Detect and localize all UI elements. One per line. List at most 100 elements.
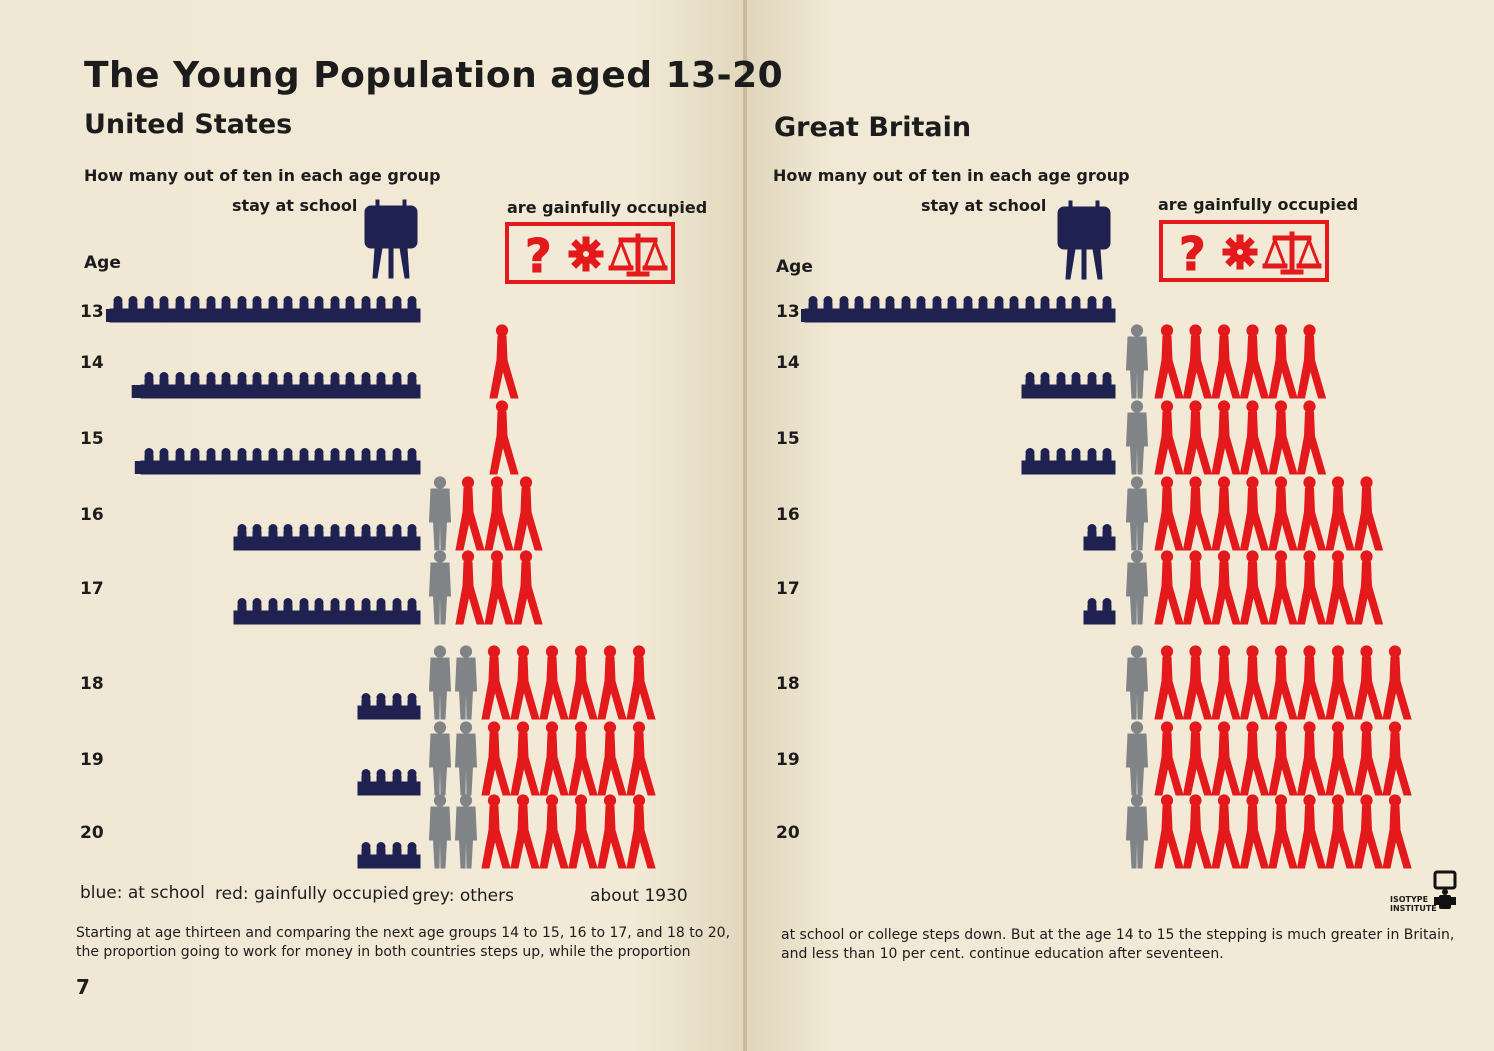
gb-occupied-mark [1154,476,1184,551]
gb-occupied-mark [1183,324,1212,399]
gb-occupied-mark [1297,645,1326,720]
us-school-header: stay at school [232,196,358,215]
us-school-mark [357,448,390,475]
gb-school-mark [1083,598,1116,625]
gb-school-mark [1052,372,1085,399]
gb-age-label: 16 [776,505,800,525]
us-occupied-mark [626,794,656,869]
us-school-mark [233,372,266,399]
us-school-mark [357,598,390,625]
gb-occupied-mark [1325,645,1355,720]
us-school-mark [388,842,421,869]
us-school-mark [134,461,141,474]
us-occupied-mark [539,721,569,796]
gb-occupied-mark [1382,794,1412,869]
gb-occupied-mark [1183,721,1212,796]
gb-occupied-mark [1154,550,1184,625]
us-others-mark [455,645,477,720]
gb-occupied-mark [1268,324,1298,399]
gb-occupied-mark [1240,400,1269,475]
us-occupied-mark [481,794,511,869]
us-occupied-mark [626,721,656,796]
us-occupied-mark [568,721,598,796]
us-school-mark [202,372,235,399]
gb-school-header: stay at school [921,196,1047,215]
gb-occupied-mark [1297,794,1326,869]
us-school-mark [388,524,421,551]
us-occupied-mark [539,645,569,720]
us-occupied-mark [597,721,627,796]
us-age-label: 13 [80,302,104,322]
gb-occupied-mark [1354,721,1383,796]
us-school-mark [388,372,421,399]
gb-others-mark [1126,550,1148,625]
gb-age-label: 15 [776,429,800,449]
gb-occupied-header: are gainfully occupied [1158,195,1359,214]
us-occupied-mark [568,645,598,720]
us-others-mark [429,794,451,869]
gb-occupied-mark [1268,645,1298,720]
us-others-mark [429,550,451,625]
us-school-mark [295,524,328,551]
gb-occupied-mark [1268,794,1298,869]
us-occupied-mark [510,721,540,796]
gb-occupied-mark [1211,794,1241,869]
us-occupied-mark [539,794,569,869]
us-occupied-mark [484,476,514,551]
us-others-mark [455,721,477,796]
gb-occupied-mark [1325,476,1355,551]
gb-occupied-mark [1325,794,1355,869]
us-subtitle: United States [84,109,293,140]
us-school-mark [326,524,359,551]
us-school-mark [233,524,266,551]
gb-occupied-mark [1211,476,1241,551]
gb-occupied-mark [1382,721,1412,796]
us-school-mark [295,598,328,625]
gb-question: How many out of ten in each age group [773,166,1130,185]
us-school-row-base [106,309,420,322]
gb-occupied-mark [1154,400,1184,475]
us-occupied-mark [481,721,511,796]
us-school-mark [264,372,297,399]
gb-others-mark [1126,721,1148,796]
gb-subtitle: Great Britain [774,112,972,143]
isotype-logo-icon [1433,870,1457,909]
gb-school-mark [1021,448,1054,475]
gb-age-label: 14 [776,353,800,373]
us-school-mark [326,372,359,399]
us-age-label: 14 [80,353,104,373]
gb-others-mark [1126,324,1148,399]
us-age-label: 16 [80,505,104,525]
us-school-mark [264,524,297,551]
legend-date: about 1930 [590,886,688,906]
us-age-header: Age [84,253,121,273]
gb-occupied-mark [1154,721,1184,796]
us-caption-line-2: the proportion going to work for money i… [76,944,691,960]
us-occupied-header: are gainfully occupied [507,198,708,217]
gb-age-header: Age [776,257,813,277]
gb-occupied-mark [1154,794,1184,869]
left-page [0,0,745,1051]
us-occupied-mark [597,794,627,869]
gb-caption-line-1: at school or college steps down. But at … [781,927,1455,943]
gb-others-mark [1126,645,1148,720]
gb-occupied-mark [1240,721,1269,796]
gb-occupied-mark [1211,550,1241,625]
us-school-mark [388,598,421,625]
us-school-mark [357,524,390,551]
us-occupied-mark [455,476,485,551]
gb-occupied-mark [1297,721,1326,796]
gb-age-label: 18 [776,674,800,694]
gb-occupied-mark [1297,400,1326,475]
us-school-mark [264,598,297,625]
gb-occupied-mark [1211,645,1241,720]
gb-occupied-mark [1211,721,1241,796]
gb-others-mark [1126,794,1148,869]
us-school-mark [388,693,421,720]
gb-occupied-mark [1297,324,1326,399]
gb-occupied-mark [1154,645,1184,720]
us-school-mark [264,448,297,475]
us-school-mark [357,372,390,399]
gb-occupied-mark [1183,550,1212,625]
